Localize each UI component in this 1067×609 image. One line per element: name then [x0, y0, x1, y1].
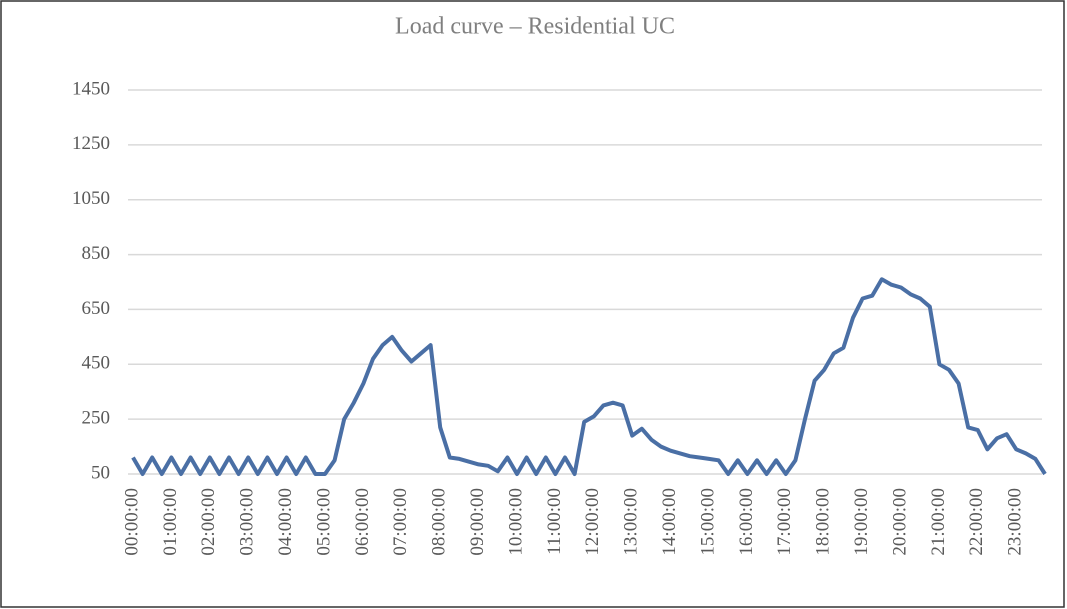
x-tick-label: 07:00:00	[390, 488, 411, 556]
y-tick-label: 1450	[72, 78, 110, 99]
x-tick-label: 11:00:00	[544, 488, 565, 555]
x-tick-label: 18:00:00	[813, 488, 834, 556]
x-tick-label: 22:00:00	[966, 488, 987, 556]
x-tick-label: 16:00:00	[736, 488, 757, 556]
x-tick-label: 04:00:00	[275, 488, 296, 556]
x-tick-label: 13:00:00	[621, 488, 642, 556]
x-tick-label: 10:00:00	[505, 488, 526, 556]
x-tick-label: 08:00:00	[429, 488, 450, 556]
x-tick-label: 02:00:00	[198, 488, 219, 556]
x-tick-label: 12:00:00	[582, 488, 603, 556]
y-tick-label: 450	[82, 353, 111, 374]
y-tick-label: 850	[82, 243, 111, 264]
x-tick-label: 09:00:00	[467, 488, 488, 556]
x-tick-label: 00:00:00	[121, 488, 142, 556]
data-line	[131, 277, 1047, 476]
x-tick-label: 15:00:00	[697, 488, 718, 556]
x-tick-label: 21:00:00	[928, 488, 949, 556]
x-tick-label: 06:00:00	[352, 488, 373, 556]
y-tick-label: 250	[82, 408, 111, 429]
y-tick-label: 50	[91, 462, 110, 483]
x-tick-label: 23:00:00	[1005, 488, 1026, 556]
x-tick-label: 05:00:00	[313, 488, 334, 556]
chart-title: Load curve – Residential UC	[395, 14, 675, 40]
x-tick-label: 19:00:00	[851, 488, 872, 556]
y-tick-label: 1250	[72, 133, 110, 154]
x-tick-label: 14:00:00	[659, 488, 680, 556]
x-tick-label: 17:00:00	[774, 488, 795, 556]
x-tick-label: 20:00:00	[889, 488, 910, 556]
y-tick-label: 650	[82, 298, 111, 319]
x-tick-label: 03:00:00	[237, 488, 258, 556]
y-tick-label: 1050	[72, 188, 110, 209]
x-tick-label: 01:00:00	[160, 488, 181, 556]
